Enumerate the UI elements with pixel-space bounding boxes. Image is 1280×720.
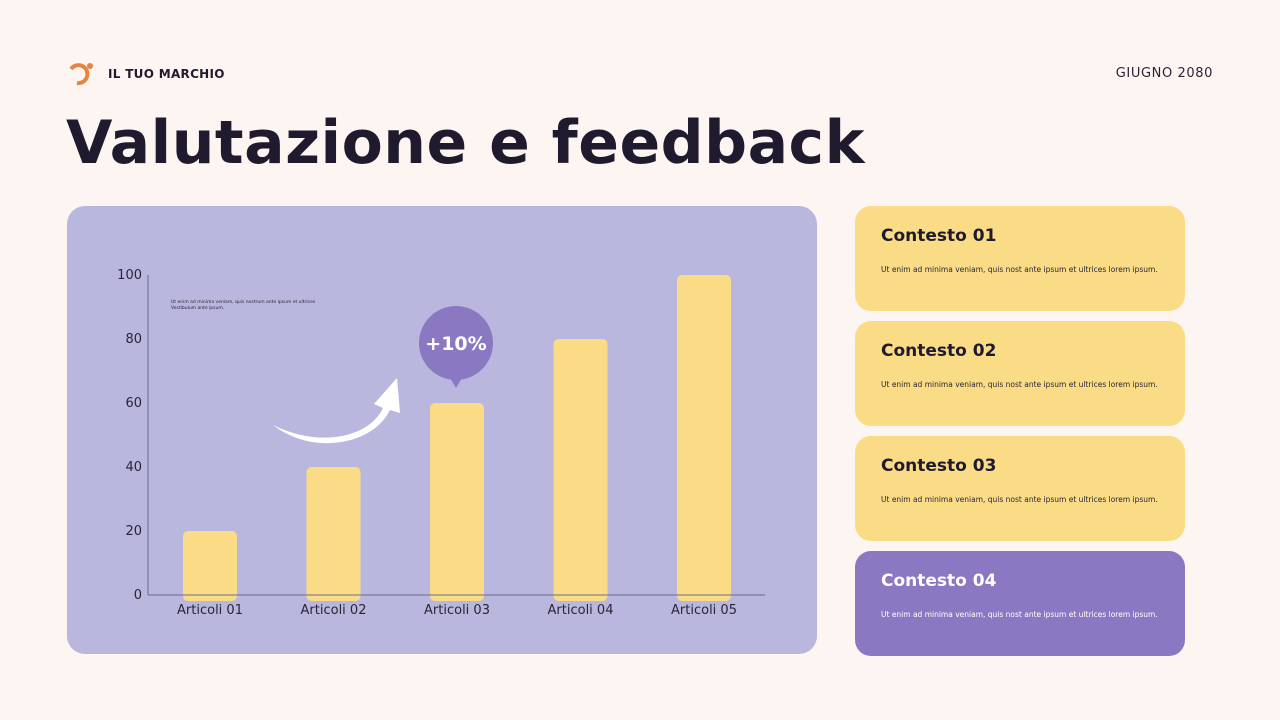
card-title: Contesto 03 <box>881 456 997 476</box>
card-text: Ut enim ad minima veniam, quis nost ante… <box>881 610 1158 619</box>
brand-name: IL TUO MARCHIO <box>108 67 225 81</box>
card-text: Ut enim ad minima veniam, quis nost ante… <box>881 380 1158 389</box>
card-title: Contesto 01 <box>881 226 997 246</box>
chart-note: Vestibulum ante ipsum. <box>171 305 224 311</box>
x-tick-label: Articoli 03 <box>424 603 490 618</box>
x-tick-label: Articoli 05 <box>671 603 737 618</box>
bar <box>553 339 608 601</box>
callout-label: +10% <box>425 333 486 355</box>
y-tick-label: 100 <box>117 268 142 283</box>
y-tick-label: 0 <box>134 588 142 603</box>
card-text: Ut enim ad minima veniam, quis nost ante… <box>881 495 1158 504</box>
brand: IL TUO MARCHIO <box>66 62 225 86</box>
bar <box>306 467 361 601</box>
bar <box>430 403 484 601</box>
callout-bubble <box>419 306 493 380</box>
context-card-03: Contesto 03 Ut enim ad minima veniam, qu… <box>855 436 1185 541</box>
y-tick-label: 40 <box>125 460 142 475</box>
callout-pointer <box>449 376 463 388</box>
growth-arrow-icon <box>273 378 400 444</box>
chart-panel: 0 20 40 60 80 100 Articoli 01 Articoli 02 Artico… <box>67 206 817 654</box>
bar <box>677 275 731 601</box>
bar <box>183 531 237 601</box>
bar-chart: 0 20 40 60 80 100 Articoli 01 Articoli 02 Artico… <box>117 268 765 618</box>
context-cards: Contesto 01 Ut enim ad minima veniam, qu… <box>855 206 1185 656</box>
chart-note: Ut enim ad minima veniam, quis nostrum a… <box>171 299 316 305</box>
context-card-02: Contesto 02 Ut enim ad minima veniam, qu… <box>855 321 1185 426</box>
context-card-01: Contesto 01 Ut enim ad minima veniam, qu… <box>855 206 1185 311</box>
context-card-04: Contesto 04 Ut enim ad minima veniam, qu… <box>855 551 1185 656</box>
brand-logo-icon <box>69 63 93 86</box>
card-text: Ut enim ad minima veniam, quis nost ante… <box>881 265 1158 274</box>
card-title: Contesto 02 <box>881 341 997 361</box>
date-label: GIUGNO 2080 <box>1115 66 1213 81</box>
y-tick-label: 80 <box>125 332 142 347</box>
y-tick-label: 60 <box>125 396 142 411</box>
x-tick-label: Articoli 04 <box>548 603 614 618</box>
x-tick-label: Articoli 01 <box>177 603 243 618</box>
x-tick-label: Articoli 02 <box>301 603 367 618</box>
page-title: Valutazione e feedback <box>66 108 866 178</box>
card-title: Contesto 04 <box>881 571 997 591</box>
y-tick-label: 20 <box>125 524 142 539</box>
